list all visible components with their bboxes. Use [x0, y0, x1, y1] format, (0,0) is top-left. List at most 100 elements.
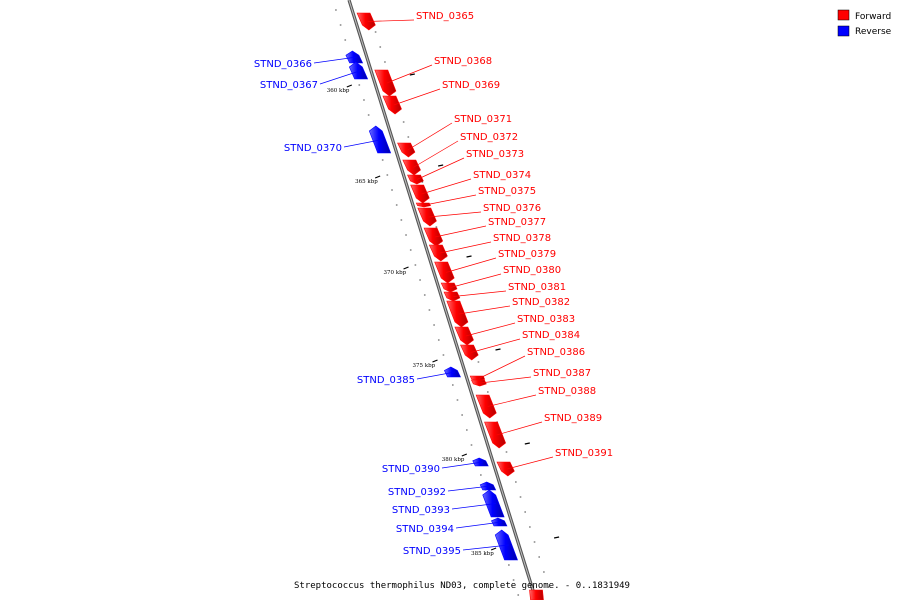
legend-forward-label: Forward: [855, 12, 891, 22]
gene-label: STND_0377: [488, 217, 546, 228]
label-leader: [453, 290, 507, 297]
gene-arrow: [470, 379, 487, 387]
gene-arrow: [382, 95, 402, 115]
label-leader: [507, 456, 554, 470]
map-caption: Streptococcus thermophilus ND03, complet…: [294, 581, 630, 591]
major-tick: [495, 348, 501, 351]
gene-label: STND_0374: [473, 170, 531, 181]
gene-arrow: [454, 326, 474, 346]
gene-label: STND_0376: [483, 203, 541, 214]
gene-arrow: [356, 12, 376, 31]
gene-arrow: [415, 202, 431, 208]
major-tick: [524, 442, 530, 445]
scale-label: 370 kbp: [384, 270, 407, 276]
legend: Forward Reverse: [837, 9, 892, 37]
scale-marks: 360 kbp 365 kbp 370 kbp 375 kbp 380 kbp 385 k…: [327, 73, 560, 557]
label-leader: [367, 19, 415, 22]
gene-label: STND_0394: [396, 524, 454, 535]
label-leader: [413, 140, 459, 168]
gene-label: STND_0382: [512, 297, 570, 308]
gene-arrow: [407, 174, 424, 185]
major-tick: [461, 453, 468, 457]
legend-reverse-swatch: [837, 25, 850, 37]
label-leader: [455, 521, 502, 529]
gene-label: STND_0386: [527, 347, 585, 358]
gene-arrow: [460, 344, 479, 361]
gene-label: STND_0387: [533, 368, 591, 379]
major-tick: [403, 266, 409, 270]
gene-arrow: [428, 244, 448, 262]
gene-label: STND_0392: [388, 487, 446, 498]
major-tick: [409, 73, 415, 76]
major-tick: [553, 536, 560, 539]
gene-label: STND_0384: [522, 330, 580, 341]
major-tick: [490, 547, 497, 551]
legend-reverse-label: Reverse: [855, 27, 892, 37]
label-leader: [416, 371, 456, 380]
gene-label: STND_0366: [254, 59, 312, 70]
gene-arrow: [475, 394, 497, 419]
label-leader: [465, 322, 516, 337]
label-leader: [478, 355, 526, 379]
label-leader: [407, 122, 453, 151]
label-leader: [458, 305, 511, 315]
scale-label: 365 kbp: [355, 179, 378, 185]
label-leader: [445, 257, 497, 273]
label-leader: [424, 194, 477, 206]
gene-label: STND_0395: [403, 546, 461, 557]
gene-arrow: [417, 207, 437, 227]
backbone: [347, 0, 538, 600]
label-leader: [470, 338, 521, 353]
label-leader: [496, 421, 543, 436]
gene-label: STND_0379: [498, 249, 556, 260]
label-leader: [480, 376, 532, 384]
label-leader: [313, 56, 357, 64]
scale-label: 360 kbp: [327, 88, 350, 94]
label-leader: [393, 88, 441, 106]
major-tick: [438, 164, 444, 167]
gene-arrow: [374, 69, 397, 97]
label-leader: [416, 157, 465, 180]
gene-label: STND_0385: [357, 375, 415, 386]
gene-arrow: [348, 61, 369, 80]
gene-arrow: [397, 142, 416, 158]
gene-arrow: [368, 125, 392, 154]
gene-arrow: [410, 184, 430, 204]
label-leader: [386, 64, 433, 84]
gene-label: STND_0369: [442, 80, 500, 91]
gene-label: STND_0383: [517, 314, 575, 325]
gene-label: STND_0389: [544, 413, 602, 424]
gene-label: STND_0368: [434, 56, 492, 67]
label-leader: [462, 544, 509, 551]
gene-arrow: [484, 421, 506, 449]
label-leader: [450, 273, 502, 288]
label-leader: [434, 225, 487, 238]
gene-arrow: [443, 291, 461, 302]
gene-label: STND_0375: [478, 186, 536, 197]
scale-label: 375 kbp: [413, 363, 436, 369]
gene-label: STND_0372: [460, 132, 518, 143]
major-tick: [374, 175, 381, 179]
scale-label: 385 kbp: [471, 551, 494, 557]
gene-label: STND_0391: [555, 448, 613, 459]
legend-forward-swatch: [837, 9, 850, 21]
gene-label: STND_0393: [392, 505, 450, 516]
gene-arrow: [472, 457, 489, 467]
label-leader: [441, 461, 484, 469]
major-tick: [432, 359, 438, 363]
gene-label: STND_0378: [493, 233, 551, 244]
gene-arrow: [446, 300, 469, 328]
gene-label: STND_0373: [466, 149, 524, 160]
gene-label: STND_0370: [284, 143, 342, 154]
label-leader: [428, 211, 482, 218]
major-tick: [346, 84, 353, 88]
gene-arrow: [440, 282, 458, 293]
label-leader: [439, 241, 492, 254]
label-leader: [343, 139, 383, 148]
label-leader: [447, 485, 491, 492]
major-tick: [466, 255, 472, 258]
gene-label: STND_0371: [454, 114, 512, 125]
label-leader: [421, 178, 472, 195]
gene-arrow: [443, 366, 461, 378]
